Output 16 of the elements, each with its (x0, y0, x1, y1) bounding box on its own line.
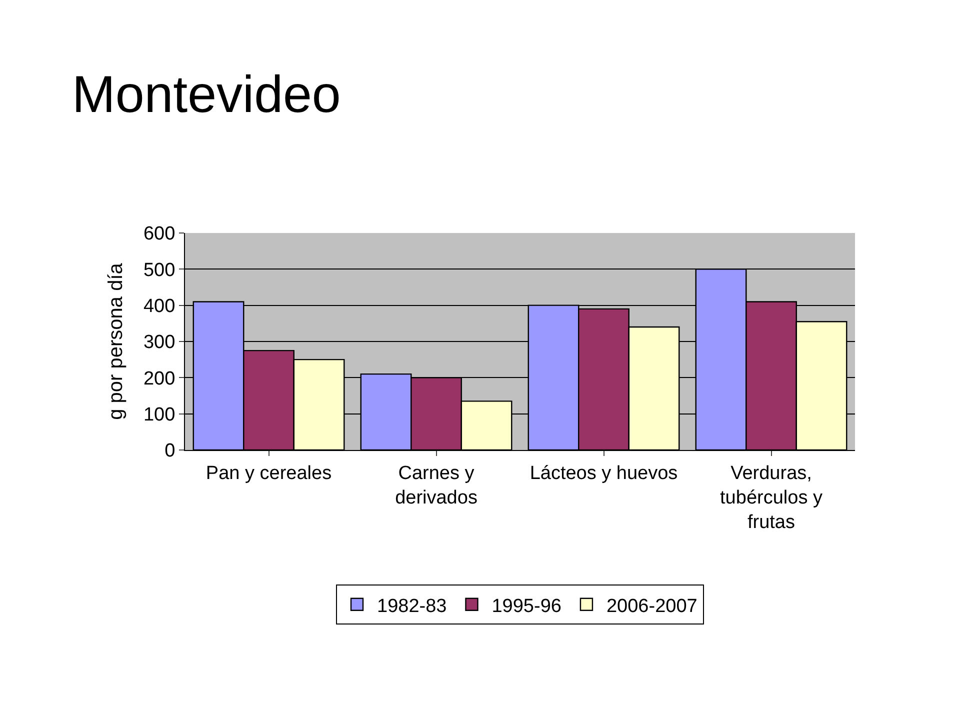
chart-title: Montevideo (72, 66, 341, 124)
legend-label: 1995-96 (492, 596, 562, 617)
x-tick-label: Verduras, tubérculos y frutas (720, 462, 823, 534)
legend-label: 2006-2007 (606, 596, 698, 617)
y-tick-label: 0 (164, 440, 176, 462)
y-tick-label: 300 (143, 332, 176, 354)
x-tick-label: Lácteos y huevos (530, 462, 678, 484)
y-tick-label: 400 (143, 296, 176, 317)
x-tick-label: Carnes y derivados (395, 462, 478, 508)
y-tick-label: 500 (143, 260, 176, 281)
y-tick-label: 100 (143, 404, 176, 426)
y-axis-title: g por persona día (104, 262, 127, 420)
y-tick-label: 200 (143, 368, 176, 390)
legend-label: 1982-83 (377, 596, 447, 617)
y-tick-label: 600 (143, 224, 176, 245)
x-tick-label: Pan y cereales (206, 462, 332, 484)
